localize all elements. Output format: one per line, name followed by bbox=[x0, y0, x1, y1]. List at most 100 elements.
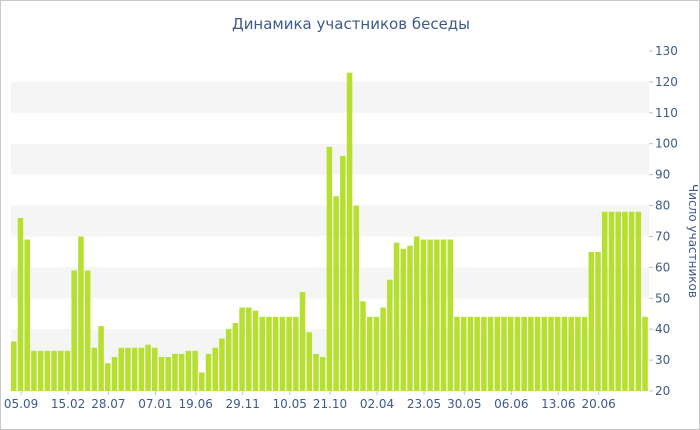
bar bbox=[252, 310, 259, 391]
bar bbox=[427, 239, 433, 391]
bar bbox=[481, 316, 487, 391]
x-tick-label: 10.05 bbox=[273, 397, 307, 411]
bar bbox=[541, 316, 548, 391]
bar bbox=[595, 251, 601, 391]
x-tick-label: 21.10 bbox=[313, 397, 347, 411]
bar bbox=[501, 316, 507, 391]
chart-title: Динамика участников беседы bbox=[232, 15, 470, 33]
bar bbox=[407, 245, 413, 391]
bar bbox=[293, 316, 299, 391]
x-tick-label: 30.05 bbox=[447, 397, 481, 411]
bar bbox=[138, 347, 145, 391]
bar bbox=[51, 350, 57, 391]
y-tick-label: 110 bbox=[655, 106, 678, 120]
y-tick-label: 50 bbox=[655, 291, 670, 305]
bar bbox=[11, 341, 17, 391]
x-tick-label: 28.07 bbox=[91, 397, 125, 411]
bar bbox=[528, 316, 534, 391]
bar bbox=[373, 316, 380, 391]
grid-band bbox=[11, 81, 649, 113]
bar bbox=[440, 239, 447, 391]
bar bbox=[185, 350, 192, 391]
bar bbox=[353, 205, 360, 391]
bar bbox=[366, 316, 373, 391]
y-tick-label: 20 bbox=[655, 384, 670, 398]
bar bbox=[360, 301, 366, 391]
bar bbox=[460, 316, 467, 391]
bar bbox=[326, 146, 333, 391]
bar bbox=[299, 292, 306, 391]
bar bbox=[17, 217, 24, 391]
bar bbox=[286, 316, 292, 391]
bar bbox=[568, 316, 574, 391]
x-tick-label: 05.09 bbox=[4, 397, 38, 411]
bar bbox=[319, 357, 326, 391]
bar bbox=[346, 72, 353, 391]
bar bbox=[313, 353, 319, 391]
x-tick-label: 29.11 bbox=[226, 397, 260, 411]
bar bbox=[420, 239, 427, 391]
bar bbox=[622, 211, 628, 391]
bar bbox=[98, 326, 104, 391]
bar bbox=[225, 329, 232, 391]
bar bbox=[514, 316, 521, 391]
bar bbox=[333, 196, 339, 391]
bar bbox=[642, 316, 648, 391]
x-tick-label: 07.01 bbox=[138, 397, 172, 411]
x-tick-label: 19.06 bbox=[179, 397, 213, 411]
bar bbox=[581, 316, 588, 391]
bar bbox=[454, 316, 460, 391]
bar bbox=[266, 316, 272, 391]
y-tick-label: 130 bbox=[655, 44, 678, 58]
bar bbox=[474, 316, 480, 391]
bar bbox=[306, 332, 313, 391]
bar bbox=[131, 347, 138, 391]
y-tick-label: 70 bbox=[655, 229, 670, 243]
bar bbox=[628, 211, 635, 391]
bar bbox=[507, 316, 514, 391]
y-tick-label: 60 bbox=[655, 260, 670, 274]
bar bbox=[494, 316, 501, 391]
x-tick-label: 15.02 bbox=[51, 397, 85, 411]
bar bbox=[158, 357, 165, 391]
bar bbox=[400, 248, 407, 391]
y-tick-label: 120 bbox=[655, 75, 678, 89]
bar bbox=[125, 347, 131, 391]
bar bbox=[199, 372, 205, 391]
bar bbox=[178, 353, 185, 391]
y-tick-label: 90 bbox=[655, 168, 670, 182]
bar bbox=[380, 307, 386, 391]
bar bbox=[246, 307, 252, 391]
bar bbox=[575, 316, 581, 391]
bar bbox=[467, 316, 474, 391]
bar bbox=[24, 239, 30, 391]
bar bbox=[534, 316, 541, 391]
bar bbox=[212, 347, 218, 391]
bar bbox=[78, 236, 84, 391]
bar bbox=[64, 350, 71, 391]
y-axis-title: Число участников bbox=[686, 184, 699, 298]
bar-series bbox=[11, 72, 648, 391]
x-tick-label: 06.06 bbox=[494, 397, 528, 411]
bar bbox=[548, 316, 554, 391]
bar bbox=[387, 279, 393, 391]
bar bbox=[118, 347, 124, 391]
bar bbox=[58, 350, 64, 391]
x-axis-ticks: 05.09 15.02 28.07 07.01 19.06 29.11 10.05 21.10… bbox=[4, 391, 616, 411]
y-tick-label: 30 bbox=[655, 353, 670, 367]
bar bbox=[219, 338, 225, 391]
bar bbox=[84, 270, 91, 391]
bar bbox=[615, 211, 621, 391]
bar bbox=[561, 316, 568, 391]
bar bbox=[239, 307, 245, 391]
x-tick-label: 23.05 bbox=[407, 397, 441, 411]
bar bbox=[152, 347, 158, 391]
bar bbox=[232, 323, 239, 391]
bar bbox=[521, 316, 527, 391]
x-tick-label: 02.04 bbox=[360, 397, 394, 411]
bar bbox=[487, 316, 494, 391]
bar bbox=[340, 156, 346, 391]
bar bbox=[111, 357, 118, 391]
bar bbox=[413, 236, 420, 391]
